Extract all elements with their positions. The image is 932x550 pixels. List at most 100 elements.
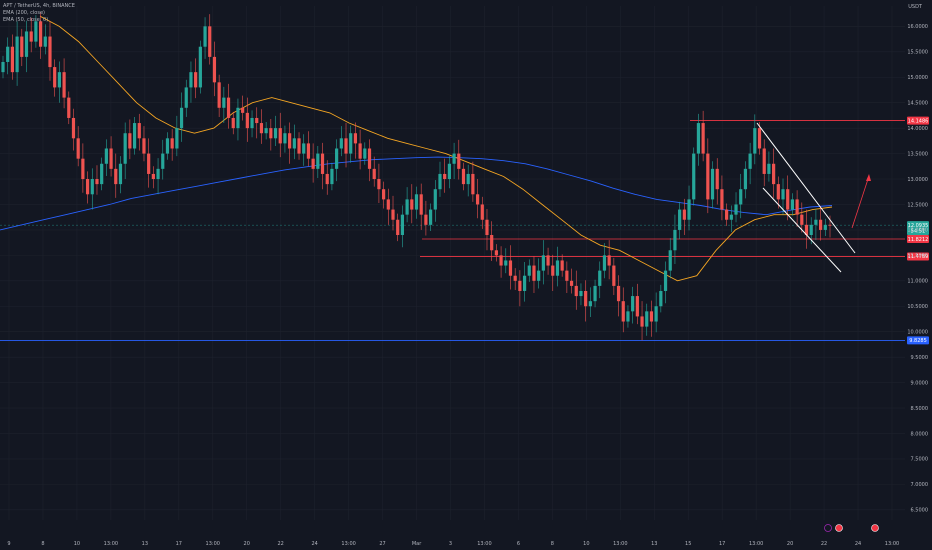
- candle-body: [132, 123, 137, 149]
- candle-body: [485, 219, 489, 236]
- currency-label[interactable]: USDT: [908, 4, 922, 10]
- candle-body: [823, 224, 827, 230]
- candle-body: [269, 128, 273, 139]
- x-tick-label: 3: [449, 541, 452, 547]
- ema200-legend[interactable]: EMA (200, close): [3, 10, 45, 17]
- price-level-badge-label: 12.0935: [908, 223, 929, 229]
- ema200-line: [0, 156, 833, 231]
- price-level-badge-label: 11.4789: [908, 254, 929, 260]
- candle-body: [678, 209, 682, 230]
- candle-body: [29, 31, 33, 42]
- ema50-legend[interactable]: EMA (50, close, 0): [3, 17, 49, 24]
- candle-body: [800, 214, 804, 225]
- price-level-badge: [907, 235, 929, 244]
- candle-body: [85, 179, 90, 195]
- price-level-badge: [907, 226, 929, 235]
- candle-body: [208, 26, 212, 57]
- event-markers[interactable]: [824, 524, 879, 532]
- symbol-title[interactable]: APT / TetherUS, 4h, BINANCE: [3, 3, 75, 9]
- candle-body: [616, 285, 621, 302]
- candle-body: [471, 173, 475, 195]
- candle-body: [349, 133, 353, 154]
- candle-body: [306, 143, 311, 159]
- candle-body: [43, 36, 47, 47]
- channel-upper-line[interactable]: [756, 122, 856, 254]
- x-tick-label: 20: [787, 541, 793, 547]
- candle-body: [250, 117, 254, 129]
- candle-body: [67, 97, 71, 118]
- candle-body: [433, 189, 437, 210]
- breakout-arrow-line[interactable]: [851, 175, 870, 229]
- flag-marker-icon-2[interactable]: [871, 524, 879, 532]
- candle-body: [405, 199, 409, 215]
- y-tick-label: 14.5000: [907, 100, 928, 106]
- candle-body: [494, 250, 498, 256]
- candle-body: [504, 260, 508, 266]
- candle-body: [24, 31, 29, 57]
- candle-body: [311, 158, 315, 169]
- candle-body: [734, 204, 738, 215]
- price-axis[interactable]: 16.0000 15.5000 15.0000 14.5000 14.0000 13.50…: [907, 24, 928, 513]
- price-level-badge-label: 9.8285: [909, 338, 927, 344]
- candle-body: [165, 138, 170, 154]
- candle-body: [499, 255, 503, 266]
- candle-body: [410, 199, 414, 210]
- y-tick-label: 14.0000: [907, 126, 928, 132]
- candle-body: [814, 219, 818, 225]
- y-tick-label: 11.0000: [907, 279, 928, 285]
- candle-body: [161, 153, 165, 169]
- x-tick-label: 13:00: [206, 541, 220, 547]
- candle-body: [325, 173, 329, 185]
- x-tick-label: 22: [278, 541, 284, 547]
- candle-body: [292, 138, 296, 149]
- candle-body: [593, 285, 597, 302]
- candle-body: [137, 123, 141, 139]
- candle-body: [6, 46, 10, 62]
- candle-body: [391, 209, 395, 220]
- candle-body: [414, 194, 419, 210]
- candle-body: [170, 138, 174, 149]
- y-tick-label: 10.0000: [907, 330, 928, 336]
- y-tick-label: 15.0000: [907, 75, 928, 81]
- candle-body: [598, 270, 602, 286]
- x-tick-label: 13:00: [613, 541, 627, 547]
- candle-body: [696, 123, 701, 154]
- candle-body: [386, 199, 390, 210]
- candle-body: [114, 168, 118, 185]
- chart-legend[interactable]: APT / TetherUS, 4h, BINANCE EMA (200, cl…: [3, 3, 75, 25]
- candle-body: [118, 163, 123, 185]
- candle-body: [725, 209, 729, 220]
- candle-body: [367, 148, 372, 169]
- candle-body: [715, 168, 719, 190]
- candle-body: [555, 260, 560, 276]
- y-tick-label: 9.5000: [911, 355, 929, 361]
- candle-body: [828, 224, 832, 226]
- y-tick-label: 13.5000: [907, 151, 928, 157]
- candle-body: [804, 224, 809, 236]
- candle-body: [772, 163, 776, 185]
- candle-body: [687, 199, 691, 220]
- candle-body: [330, 168, 334, 185]
- candle-body: [541, 255, 545, 271]
- candle-body: [179, 107, 184, 129]
- candle-body: [344, 138, 348, 154]
- x-tick-label: 24: [855, 541, 861, 547]
- candle-body: [762, 148, 766, 174]
- candle-body: [424, 214, 428, 225]
- channel-lower-line[interactable]: [762, 187, 842, 273]
- y-tick-label: 15.5000: [907, 50, 928, 56]
- candle-body: [123, 133, 127, 164]
- candle-body: [353, 133, 358, 144]
- event-marker-icon[interactable]: [824, 524, 832, 532]
- y-tick-label: 7.5000: [911, 457, 929, 463]
- x-tick-label: 9: [7, 541, 10, 547]
- candle-body: [372, 168, 376, 180]
- flag-marker-icon[interactable]: [835, 524, 843, 532]
- candle-body: [90, 179, 94, 195]
- candle-body: [757, 128, 762, 149]
- trend-drawings[interactable]: [756, 122, 871, 273]
- candle-body: [428, 209, 433, 225]
- time-axis[interactable]: 9 8 10 13:00 13 17 13:00 20 22 24 13:00 27 Mar 3 13:00…: [7, 541, 899, 547]
